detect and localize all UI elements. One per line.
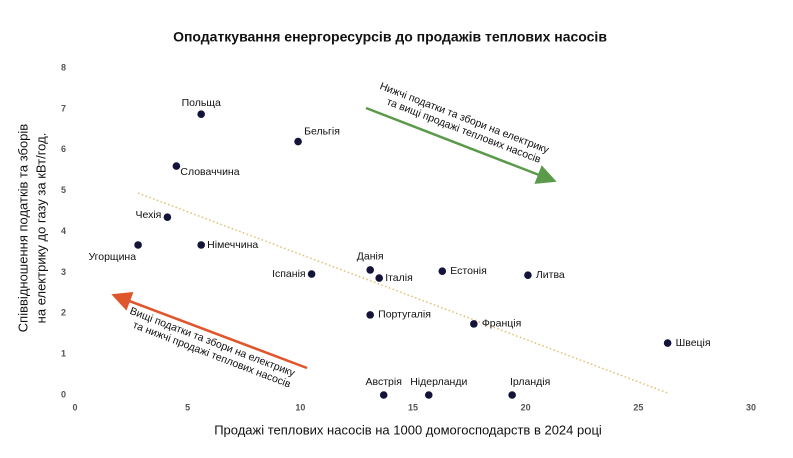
point-label: Чехія	[135, 209, 161, 221]
data-point	[524, 271, 532, 280]
point-label: Естонія	[450, 265, 486, 277]
point-label: Італія	[385, 272, 413, 284]
x-tick-label: 30	[746, 402, 756, 412]
x-axis-label: Продажі теплових насосів на 1000 домогос…	[214, 422, 602, 437]
point-label: Словаччина	[180, 166, 239, 178]
annotation-arrow	[111, 291, 308, 370]
data-point	[197, 110, 205, 118]
point-label: Угорщина	[88, 251, 136, 263]
data-point	[424, 391, 433, 399]
x-tick-label: 0	[72, 402, 77, 412]
data-point	[508, 391, 516, 399]
y-tick-label: 0	[61, 389, 66, 399]
y-tick-label: 1	[61, 349, 66, 359]
x-tick-label: 25	[633, 402, 643, 412]
y-tick-label: 8	[61, 62, 66, 72]
y-tick-label: 2	[61, 308, 66, 318]
chart-title: Оподаткування енергоресурсів до продажів…	[173, 29, 607, 45]
point-label: Австрія	[366, 376, 402, 388]
point-label: Німеччина	[207, 239, 258, 251]
y-tick-label: 5	[61, 185, 66, 195]
point-label: Нідерланди	[410, 376, 467, 388]
point-label: Бельгія	[304, 125, 340, 137]
y-axis-label: Співвідношення податків та зборів на еле…	[15, 124, 48, 333]
data-point	[366, 311, 374, 319]
data-point	[163, 213, 172, 221]
annotation-text: та нижчі продажі теплових насосів	[131, 319, 293, 391]
data-point	[663, 339, 672, 347]
y-tick-label: 4	[61, 226, 66, 236]
data-point	[294, 137, 302, 146]
point-label: Польща	[182, 97, 221, 109]
point-label: Франція	[482, 318, 521, 330]
data-point	[379, 391, 388, 399]
y-axis-label-line: на електрику до газу за кВт/год.	[33, 133, 48, 324]
annotation-arrow	[365, 106, 557, 184]
x-tick-label: 10	[295, 402, 305, 412]
data-point	[307, 270, 316, 278]
x-tick-label: 5	[185, 402, 190, 412]
y-tick-label: 3	[61, 267, 66, 277]
data-point	[375, 274, 384, 282]
data-point	[197, 241, 205, 249]
point-label: Ірландія	[510, 376, 550, 388]
x-tick-label: 20	[521, 402, 531, 412]
x-tick-label: 15	[408, 402, 418, 412]
y-axis-label-line: Співвідношення податків та зборів	[15, 124, 30, 333]
point-label: Швеція	[676, 337, 711, 349]
point-label: Литва	[536, 269, 565, 281]
y-tick-label: 7	[61, 103, 66, 113]
point-label: Іспанія	[272, 268, 306, 280]
annotation-text: та вищі продажі теплових насосів	[385, 96, 543, 166]
point-label: Данія	[357, 251, 384, 263]
data-point	[366, 266, 374, 274]
y-tick-label: 6	[61, 144, 66, 154]
data-point	[438, 267, 447, 275]
annotation-text: Вищі податки та збори на електрику	[128, 305, 297, 379]
data-point	[134, 241, 142, 249]
data-point	[172, 162, 181, 170]
data-point	[470, 320, 478, 328]
point-label: Португалія	[378, 309, 431, 321]
